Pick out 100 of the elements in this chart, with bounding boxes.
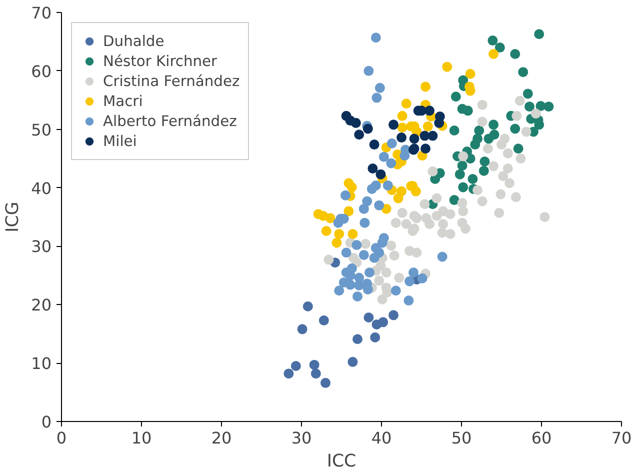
point (437, 252, 448, 262)
y-tick-label: 30 (31, 237, 52, 256)
point (348, 228, 358, 239)
point (297, 324, 308, 334)
point (488, 120, 498, 130)
point (397, 110, 408, 121)
point (378, 152, 389, 162)
point (374, 82, 385, 93)
point (348, 356, 358, 367)
point (417, 273, 428, 284)
y-tick-label: 10 (31, 354, 52, 374)
point (350, 118, 361, 128)
point (544, 102, 554, 112)
point (302, 301, 313, 312)
point (449, 195, 460, 206)
legend-label: Cristina Fernández (103, 72, 240, 90)
point (290, 361, 301, 371)
point (358, 204, 369, 214)
point (352, 240, 362, 250)
point (386, 138, 397, 148)
point (510, 48, 520, 59)
point (376, 169, 386, 180)
point (390, 286, 401, 296)
point (364, 66, 374, 76)
point (382, 180, 393, 190)
point (462, 106, 473, 116)
legend-label: Macri (103, 92, 143, 110)
point (341, 248, 352, 258)
point (484, 134, 494, 144)
point (424, 106, 434, 116)
point (386, 158, 396, 168)
y-tick-label: 60 (31, 62, 52, 81)
point (320, 378, 330, 388)
point (488, 48, 498, 59)
point (318, 315, 329, 326)
point (352, 334, 362, 344)
point (404, 276, 414, 286)
point (309, 360, 320, 370)
point (354, 130, 364, 140)
x-tick-label: 70 (611, 428, 632, 448)
point (449, 126, 460, 136)
x-tick-label: 0 (56, 428, 67, 448)
x-tick-label: 60 (531, 428, 552, 448)
point (420, 82, 430, 92)
point (393, 193, 404, 204)
point (374, 200, 384, 210)
point (388, 310, 398, 320)
point (334, 286, 344, 296)
y-axis-title: ICG (3, 202, 24, 232)
point (457, 160, 468, 171)
point (340, 190, 350, 200)
point (404, 296, 414, 306)
point (534, 29, 544, 40)
point (388, 120, 398, 130)
point (478, 166, 489, 176)
point (409, 134, 420, 144)
x-tick-label: 10 (131, 428, 152, 448)
x-tick-label: 30 (291, 428, 312, 448)
legend-label: Milei (103, 132, 137, 150)
y-tick-label: 50 (31, 120, 52, 140)
point (358, 250, 369, 260)
legend-label: Duhalde (103, 32, 164, 50)
y-tick-label: 0 (41, 412, 52, 432)
point (345, 280, 356, 290)
point (420, 144, 430, 154)
point (378, 317, 388, 328)
point (454, 169, 465, 180)
point (360, 218, 370, 228)
legend-label: Néstor Kirchner (103, 52, 218, 70)
point (310, 368, 321, 379)
point (362, 196, 372, 206)
point (397, 122, 408, 133)
x-tick-label: 20 (211, 428, 232, 448)
y-tick-label: 70 (31, 4, 52, 22)
point (494, 42, 505, 53)
point (522, 88, 533, 99)
point (518, 67, 528, 78)
point (366, 184, 377, 194)
point (370, 32, 381, 43)
y-tick-label: 40 (31, 178, 52, 198)
point (450, 92, 461, 102)
point (408, 268, 418, 278)
x-tick-label: 40 (371, 428, 392, 448)
y-tick-label: 20 (31, 296, 52, 315)
point (368, 164, 378, 174)
point (442, 62, 452, 72)
point (370, 332, 380, 342)
point (369, 140, 380, 150)
point (346, 182, 357, 192)
point (422, 121, 433, 132)
point (284, 368, 294, 379)
point (428, 130, 438, 141)
point (321, 226, 332, 236)
point (434, 118, 444, 128)
point (325, 213, 336, 224)
point (430, 174, 440, 184)
point (396, 132, 406, 143)
point (524, 102, 534, 112)
x-axis-title: ICC (326, 452, 356, 472)
point (369, 252, 380, 263)
